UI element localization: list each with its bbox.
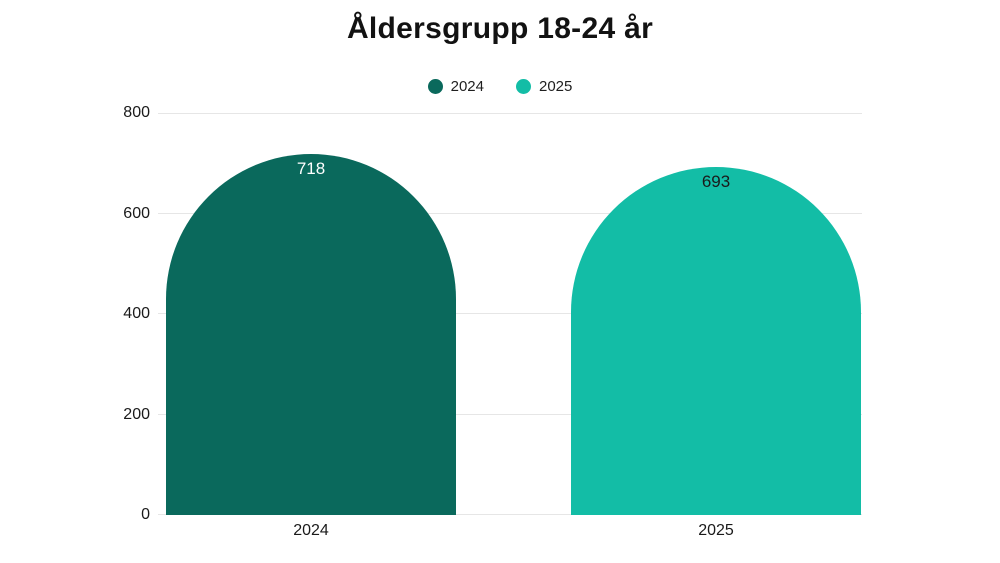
y-axis-tick-label: 600 bbox=[123, 204, 150, 222]
x-axis-tick-label: 2025 bbox=[698, 522, 734, 539]
y-axis-tick-label: 800 bbox=[123, 104, 150, 121]
legend-item-2025[interactable]: 2025 bbox=[516, 78, 572, 95]
legend-label: 2024 bbox=[450, 77, 484, 95]
y-axis-tick-label: 400 bbox=[123, 305, 150, 322]
gridline-200 bbox=[158, 413, 862, 415]
gridline-400 bbox=[158, 313, 862, 314]
gridline-600 bbox=[158, 212, 862, 214]
chart-title: Åldersgrupp 18-24 år bbox=[346, 12, 654, 45]
bar-value-label: 718 bbox=[296, 159, 326, 178]
bar-value-label: 693 bbox=[701, 172, 731, 191]
legend-circle-icon bbox=[427, 78, 443, 94]
y-axis-tick-label: 0 bbox=[141, 506, 150, 523]
x-axis-tick-label: 2024 bbox=[293, 522, 329, 539]
plot-area: 0 200 400 600 800 718 2024 693 2025 bbox=[123, 104, 862, 539]
y-axis-tick-label: 200 bbox=[123, 405, 150, 423]
chart-legend: 2024 2025 bbox=[0, 75, 1000, 97]
bar-2024[interactable]: 718 bbox=[166, 154, 456, 515]
legend-label: 2025 bbox=[539, 77, 573, 95]
gridline-0 bbox=[158, 514, 862, 515]
bar-2025[interactable]: 693 bbox=[571, 167, 861, 515]
gridline-800 bbox=[158, 113, 862, 114]
legend-item-2024[interactable]: 2024 bbox=[427, 77, 484, 95]
legend-circle-icon bbox=[516, 78, 531, 94]
